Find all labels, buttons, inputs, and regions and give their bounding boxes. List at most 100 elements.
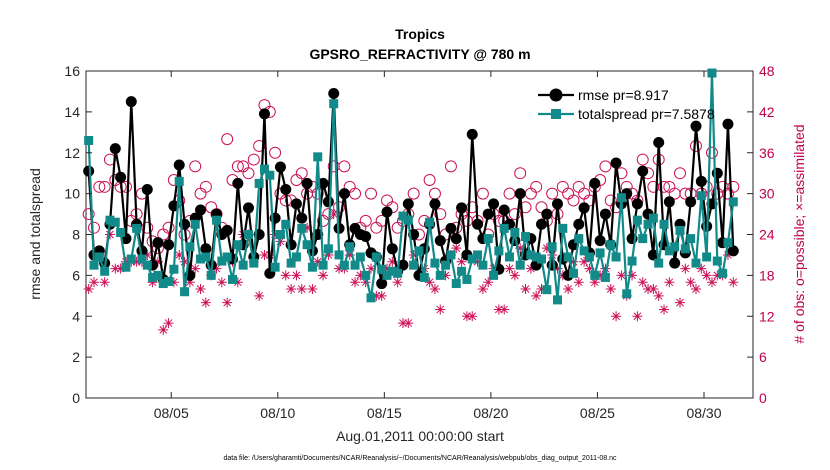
rmse-point: [466, 128, 478, 140]
spread-point: [654, 258, 664, 268]
rmse-point: [669, 257, 681, 269]
spread-point: [622, 289, 632, 299]
rmse-point: [610, 157, 622, 169]
spread-point: [89, 260, 99, 270]
obs-possible-point: [359, 214, 372, 227]
spread-point: [153, 270, 163, 280]
spread-point: [361, 270, 371, 280]
spread-point: [425, 217, 435, 227]
rmse-point: [599, 208, 611, 220]
rmse-point: [429, 198, 441, 210]
obs-assimilated-point: [589, 277, 600, 288]
spread-point: [462, 274, 472, 284]
rmse-point: [115, 171, 127, 183]
obs-assimilated-point: [334, 263, 345, 274]
obs-assimilated-point: [611, 311, 622, 322]
rmse-point: [434, 235, 446, 247]
spread-point: [355, 252, 365, 262]
rmse-point: [631, 198, 643, 210]
obs-assimilated-point: [440, 270, 451, 281]
spread-point: [371, 252, 381, 262]
spread-point: [718, 268, 728, 278]
obs-assimilated-point: [200, 297, 211, 308]
spread-point: [707, 68, 717, 78]
spread-point: [132, 223, 142, 233]
spread-point: [632, 215, 642, 225]
rmse-point: [514, 188, 526, 200]
obs-assimilated-point: [376, 290, 387, 301]
obs-assimilated-point: [222, 297, 233, 308]
rmse-point: [551, 198, 563, 210]
rmse-point: [637, 165, 649, 177]
rmse-point: [173, 159, 185, 171]
obs-assimilated-point: [552, 263, 563, 274]
obs-assimilated-point: [158, 324, 169, 335]
spread-point: [313, 152, 323, 162]
obs-assimilated-point: [467, 311, 478, 322]
spread-point: [100, 266, 110, 276]
obs-assimilated-point: [424, 277, 435, 288]
obs-assimilated-point: [483, 277, 494, 288]
obs-possible-point: [295, 167, 308, 180]
y-tick-label: 10: [64, 186, 80, 202]
obs-assimilated-point: [147, 277, 158, 288]
y-tick-label: 2: [72, 349, 80, 365]
spread-point: [563, 252, 573, 262]
spread-point: [510, 227, 520, 237]
obs-possible-point: [508, 208, 521, 221]
obs-possible-point: [162, 221, 175, 234]
obs-assimilated-point: [461, 311, 472, 322]
obs-possible-point: [221, 133, 234, 146]
obs-assimilated-point: [232, 277, 243, 288]
spread-point: [638, 234, 648, 244]
spread-point: [382, 270, 392, 280]
spread-point: [116, 227, 126, 237]
y-right-tick-label: 24: [759, 227, 775, 243]
obs-assimilated-point: [584, 263, 595, 274]
rmse-point: [274, 161, 286, 173]
rmse-point: [200, 243, 212, 255]
rmse-point: [653, 137, 665, 149]
spread-point: [643, 219, 653, 229]
obs-assimilated-point: [387, 256, 398, 267]
spread-point: [291, 252, 301, 262]
obs-possible-point: [82, 208, 95, 221]
obs-assimilated-point: [280, 270, 291, 281]
spread-point: [84, 135, 94, 145]
obs-assimilated-point: [536, 284, 547, 294]
spread-point: [323, 244, 333, 254]
spread-point: [110, 217, 120, 227]
spread-point: [457, 266, 467, 276]
spread-point: [233, 240, 243, 250]
obs-possible-point: [636, 153, 649, 166]
spread-point: [302, 240, 312, 250]
legend-spread-label: totalspread pr=7.5878: [578, 106, 715, 122]
obs-assimilated-point: [355, 270, 366, 281]
spread-point: [318, 260, 328, 270]
obs-assimilated-point: [648, 284, 659, 294]
y-axis-right-label: # of obs: o=possible; ×=assimilated: [791, 124, 807, 343]
spread-point: [185, 242, 195, 252]
spread-point: [446, 250, 456, 260]
rmse-point: [232, 177, 244, 189]
x-tick-label: 08/20: [473, 405, 508, 421]
obs-assimilated-point: [360, 277, 371, 288]
rmse-point: [456, 202, 468, 214]
obs-possible-point: [98, 180, 111, 193]
rmse-point: [711, 167, 723, 179]
obs-assimilated-point: [291, 270, 302, 281]
y-tick-label: 0: [72, 390, 80, 406]
obs-possible-point: [658, 180, 671, 193]
spread-point: [345, 242, 355, 252]
spread-point: [728, 197, 738, 207]
obs-assimilated-point: [88, 277, 99, 288]
obs-possible-point: [87, 221, 100, 234]
obs-assimilated-point: [142, 249, 153, 260]
rmse-point: [541, 208, 553, 220]
obs-possible-point: [599, 160, 612, 173]
rmse-point: [647, 249, 659, 261]
obs-assimilated-point: [110, 263, 121, 274]
spread-point: [526, 250, 536, 260]
